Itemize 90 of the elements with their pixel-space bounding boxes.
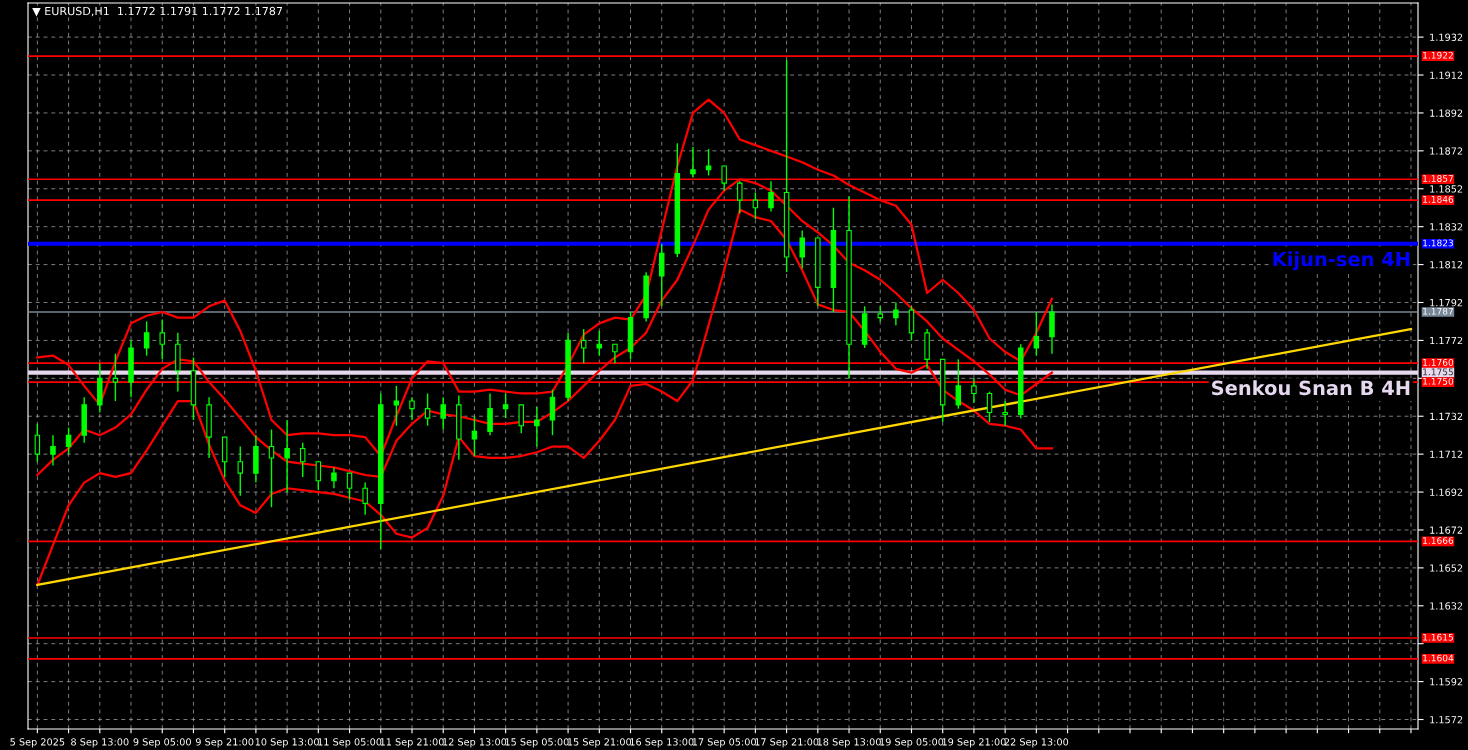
y-tick-label: 1.1672 bbox=[1430, 526, 1463, 534]
x-tick-label: 18 Sep 13:00 bbox=[817, 738, 881, 748]
candlestick bbox=[424, 392, 431, 427]
candlestick bbox=[331, 466, 337, 489]
y-tick-label: 1.1632 bbox=[1430, 602, 1463, 610]
x-tick-label: 19 Sep 05:00 bbox=[880, 738, 944, 748]
x-tick-label: 5 Sep 2025 bbox=[10, 738, 65, 748]
x-tick-label: 15 Sep 05:00 bbox=[505, 738, 569, 748]
candlestick bbox=[518, 404, 524, 434]
candlestick bbox=[502, 392, 509, 419]
y-tick-label: 1.1852 bbox=[1430, 185, 1463, 193]
candlestick bbox=[393, 385, 400, 427]
x-tick-label: 22 Sep 13:00 bbox=[1004, 738, 1069, 748]
ref-line-label: 1.1755 bbox=[1423, 368, 1453, 376]
ref-line-label: 1.1666 bbox=[1423, 537, 1454, 544]
candlestick bbox=[893, 301, 899, 326]
x-tick-label: 15 Sep 21:00 bbox=[567, 738, 632, 748]
y-tick-label: 1.1832 bbox=[1430, 223, 1463, 231]
x-tick-label: 9 Sep 05:00 bbox=[133, 738, 191, 748]
y-tick-label: 1.1572 bbox=[1430, 716, 1463, 724]
x-tick-label: 11 Sep 21:00 bbox=[380, 738, 444, 748]
candlestick bbox=[299, 442, 306, 478]
y-tick-label: 1.1772 bbox=[1430, 336, 1463, 345]
candlestick bbox=[658, 243, 665, 307]
chart-title: ▼ EURUSD,H1 1.1772 1.1791 1.1772 1.1787 bbox=[32, 6, 283, 17]
y-tick-label: 1.1812 bbox=[1430, 261, 1463, 269]
candlestick bbox=[955, 358, 962, 410]
candlestick bbox=[487, 392, 493, 436]
candlestick bbox=[143, 320, 150, 357]
annotation: Kijun-sen 4H bbox=[1273, 251, 1410, 271]
y-tick-label: 1.1732 bbox=[1430, 412, 1463, 421]
x-tick-label: 17 Sep 21:00 bbox=[755, 738, 819, 748]
candlestick bbox=[471, 415, 478, 457]
candlestick bbox=[409, 396, 415, 421]
candlestick bbox=[580, 328, 587, 364]
candlestick bbox=[34, 423, 41, 463]
ref-line-label: 1.1922 bbox=[1423, 51, 1453, 59]
ref-line-label: 1.1750 bbox=[1423, 377, 1454, 385]
ref-line-label: 1.1760 bbox=[1423, 358, 1454, 366]
candlestick bbox=[549, 388, 556, 436]
candlestick bbox=[986, 390, 993, 423]
x-tick-label: 11 Sep 05:00 bbox=[318, 738, 382, 748]
y-tick-label: 1.1692 bbox=[1430, 488, 1463, 496]
candlestick bbox=[596, 330, 603, 357]
candlestick bbox=[721, 165, 727, 192]
candlestick bbox=[65, 426, 72, 455]
candlestick bbox=[237, 445, 244, 497]
candlestick bbox=[1033, 311, 1040, 357]
y-tick-label: 1.1652 bbox=[1430, 564, 1463, 572]
ref-line-label: 1.1846 bbox=[1423, 195, 1454, 203]
x-tick-label: 19 Sep 21:00 bbox=[942, 738, 1006, 748]
x-tick-label: 16 Sep 13:00 bbox=[630, 738, 694, 748]
annotation: Senkou Snan B 4H bbox=[1212, 380, 1410, 396]
candlestick bbox=[268, 428, 275, 508]
candlestick bbox=[705, 148, 712, 177]
ref-line-label: 1.1604 bbox=[1423, 654, 1454, 662]
candlestick bbox=[690, 146, 696, 179]
candlestick bbox=[752, 191, 759, 220]
candlestick bbox=[1002, 400, 1008, 427]
y-tick-label: 1.1712 bbox=[1430, 450, 1463, 458]
x-tick-label: 12 Sep 13:00 bbox=[443, 738, 507, 748]
candlestick bbox=[50, 434, 56, 467]
y-tick-label: 1.1872 bbox=[1430, 147, 1463, 155]
y-tick-label: 1.1912 bbox=[1430, 71, 1463, 79]
y-tick-label: 1.1892 bbox=[1430, 109, 1463, 117]
ref-line-label: 1.1615 bbox=[1423, 633, 1453, 641]
candlestick bbox=[284, 419, 290, 493]
x-tick-label: 8 Sep 13:00 bbox=[71, 738, 129, 748]
candlestick bbox=[971, 377, 977, 404]
y-tick-label: 1.1592 bbox=[1430, 678, 1463, 686]
ref-line-label: 1.1787 bbox=[1423, 307, 1453, 315]
candlestick bbox=[440, 396, 446, 431]
candlestick bbox=[534, 406, 540, 448]
candlestick bbox=[315, 461, 322, 491]
x-tick-label: 10 Sep 13:00 bbox=[255, 738, 319, 748]
ref-line-label: 1.1823 bbox=[1423, 239, 1454, 247]
candlestick bbox=[612, 343, 618, 364]
candlestick bbox=[768, 180, 774, 213]
candlestick bbox=[112, 352, 119, 402]
y-tick-label: 1.1932 bbox=[1430, 33, 1463, 41]
candlestick bbox=[908, 305, 915, 342]
ref-line-label: 1.1857 bbox=[1423, 175, 1453, 182]
candlestick bbox=[799, 229, 805, 270]
candlestick bbox=[362, 481, 368, 516]
candlestick bbox=[737, 180, 743, 215]
candlestick bbox=[346, 472, 353, 501]
candlestick bbox=[159, 318, 165, 361]
x-tick-label: 9 Sep 21:00 bbox=[195, 738, 254, 748]
y-tick-label: 1.1792 bbox=[1430, 298, 1463, 307]
x-tick-label: 17 Sep 05:00 bbox=[692, 738, 756, 748]
